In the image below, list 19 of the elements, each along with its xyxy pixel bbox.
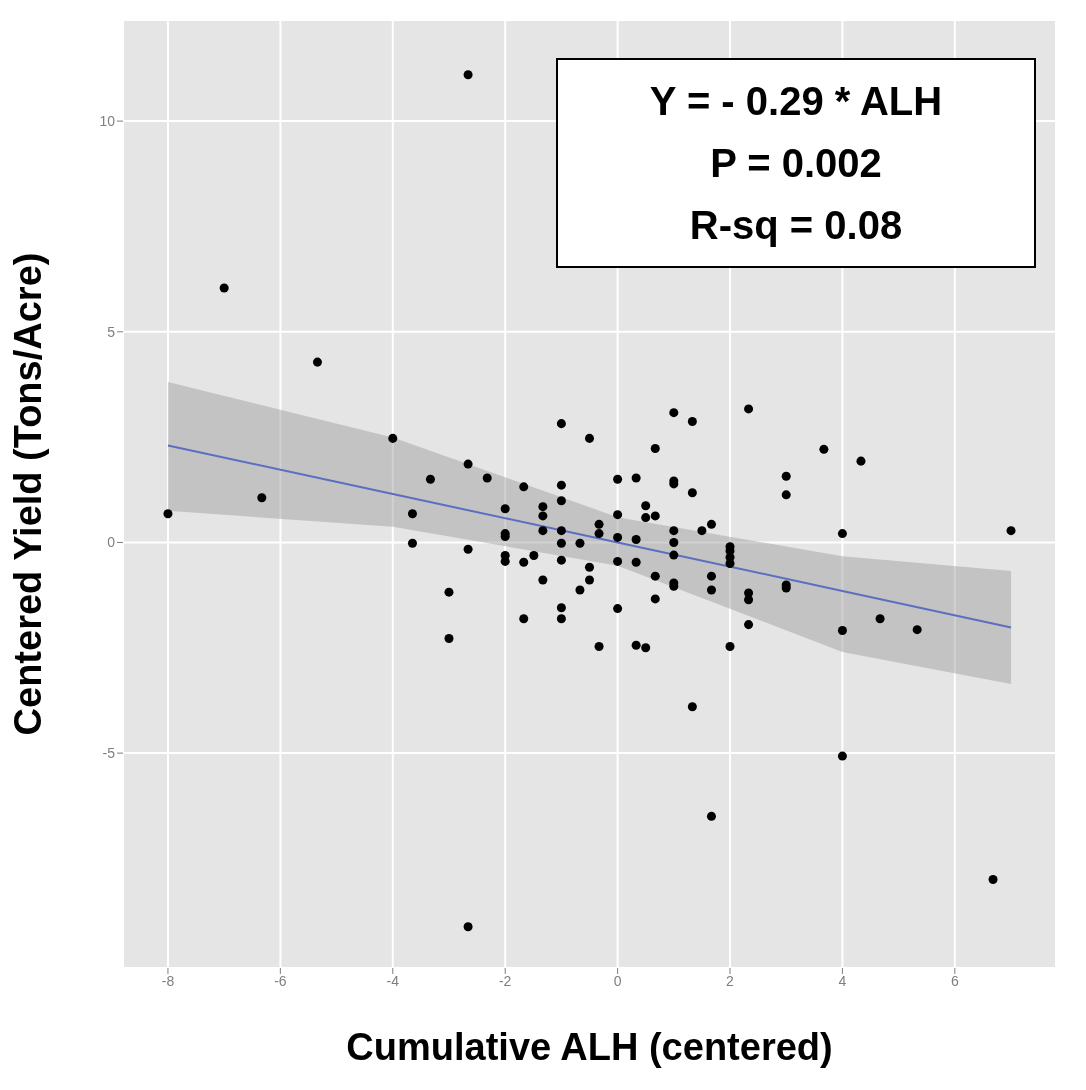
annotation: P = 0.002 [709, 140, 883, 187]
x-tick-label: -4 [386, 972, 400, 989]
y-tick-label: -5 [102, 745, 116, 762]
text-box: Y = - 0.29 * ALH P = 0.002 R-sq = 0.08 [556, 58, 1036, 268]
y-tick-label: 5 [107, 323, 116, 340]
y-axis-title: Centered Yield (Tons/Acre) [7, 252, 50, 736]
annotation: Y = - 0.29 * ALH [648, 78, 944, 125]
x-tick-label: 0 [613, 972, 622, 989]
x-axis-title: Cumulative ALH (centered) [346, 1026, 833, 1068]
y-tick-label: 0 [107, 534, 116, 551]
y-tick-label: 10 [99, 113, 116, 130]
x-tick-label: 4 [838, 972, 847, 989]
x-tick-label: 2 [726, 972, 735, 989]
line-series [166, 444, 1013, 629]
x-tick-label: -6 [274, 972, 287, 989]
x-tick-label: 6 [950, 972, 959, 989]
x-tick-label: -2 [498, 972, 512, 989]
x-tick-label: -8 [161, 972, 175, 989]
annotation: R-sq = 0.08 [688, 202, 904, 249]
